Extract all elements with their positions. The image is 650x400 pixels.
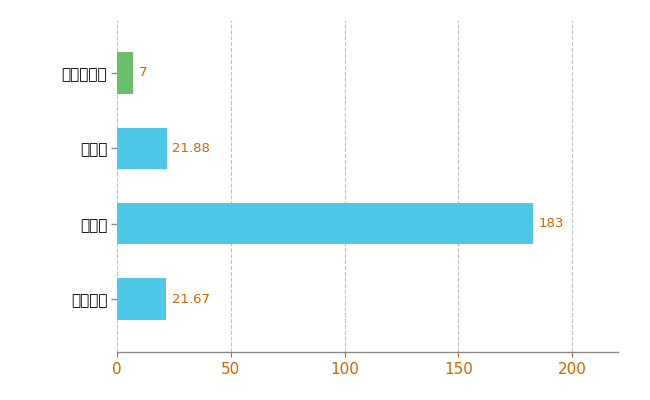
Bar bbox=[117, 52, 133, 94]
Bar bbox=[117, 278, 166, 320]
Text: 183: 183 bbox=[539, 217, 564, 230]
Text: 7: 7 bbox=[138, 66, 147, 79]
Bar bbox=[117, 128, 167, 169]
Bar bbox=[117, 203, 534, 244]
Text: 21.88: 21.88 bbox=[172, 142, 211, 155]
Text: 21.67: 21.67 bbox=[172, 293, 210, 306]
